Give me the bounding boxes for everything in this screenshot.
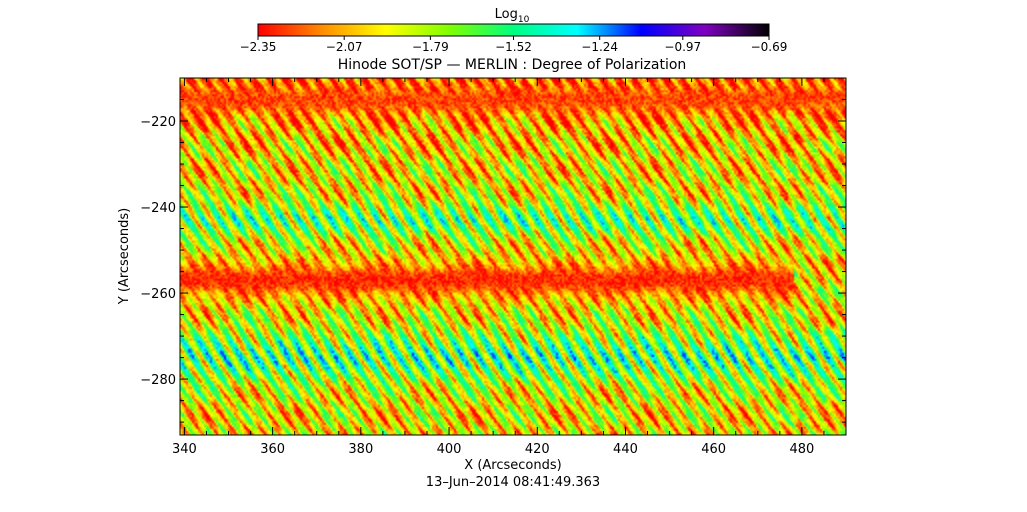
x-tick-label: 420 (525, 442, 550, 457)
y-tick-label: −260 (140, 287, 176, 302)
y-tick-label: −220 (140, 115, 176, 130)
y-axis-label: Y (Arcseconds) (117, 208, 132, 305)
y-tick-label: −280 (140, 373, 176, 388)
colorbar: Log10 −2.35 −2.07 −1.79 −1.52 −1.24 −0.97 −0.6… (240, 7, 788, 54)
colorbar-title: Log10 (495, 7, 530, 25)
x-tick-label: 360 (260, 442, 285, 457)
x-tick-label: 400 (437, 442, 462, 457)
plot-frame (179, 77, 847, 436)
x-axis-ticks: 340 360 380 400 420 440 460 480 (172, 78, 847, 457)
colorbar-tick-label: −1.79 (412, 40, 449, 54)
x-tick-label: 380 (348, 442, 373, 457)
x-tick-label: 480 (789, 442, 814, 457)
heatmap-image (180, 78, 846, 435)
x-tick-label: 340 (172, 442, 197, 457)
chart-title: Hinode SOT/SP — MERLIN : Degree of Polar… (338, 57, 687, 73)
x-axis-label: X (Arcseconds) (464, 458, 561, 473)
timestamp: 13–Jun–2014 08:41:49.363 (426, 475, 600, 490)
colorbar-tick-label: −2.07 (326, 40, 363, 54)
heatmap-area (180, 78, 846, 435)
colorbar-tick-label: −1.52 (495, 40, 532, 54)
colorbar-bar (257, 23, 770, 37)
x-tick-label: 440 (613, 442, 638, 457)
colorbar-title-subscript: 10 (518, 15, 530, 25)
colorbar-ticks: −2.35 −2.07 −1.79 −1.52 −1.24 −0.97 −0.69 (240, 36, 788, 54)
y-tick-label: −240 (140, 201, 176, 216)
colorbar-tick-label: −1.24 (581, 40, 618, 54)
colorbar-tick-label: −0.97 (664, 40, 701, 54)
x-tick-label: 460 (701, 442, 726, 457)
colorbar-tick-label: −2.35 (240, 40, 277, 54)
colorbar-title-base: Log (495, 7, 518, 22)
colorbar-tick-label: −0.69 (751, 40, 788, 54)
y-axis-ticks: −220 −240 −260 −280 (140, 77, 846, 423)
